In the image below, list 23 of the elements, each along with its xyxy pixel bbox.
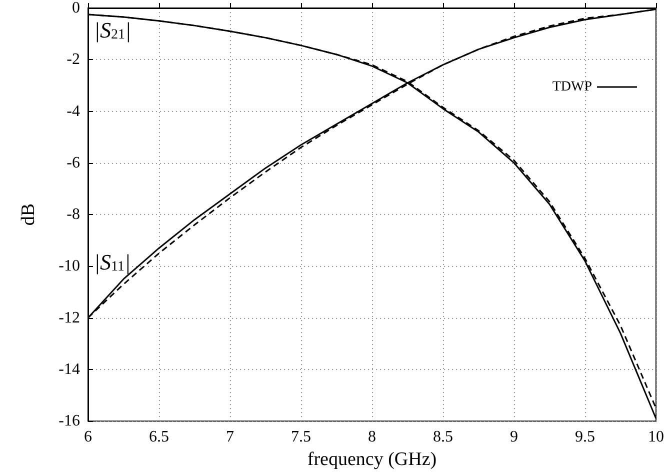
x-tick-label: 6.5 [149,428,169,446]
x-tick-label: 6 [84,428,92,446]
y-tick-label: -6 [66,154,80,172]
y-tick-label: -10 [58,258,80,275]
y-tick-label: -4 [66,102,80,120]
y-tick-label: -14 [58,360,80,378]
x-tick-label: 7.5 [291,428,311,446]
x-tick-label: 9.5 [575,428,595,446]
x-tick-label: 8 [368,428,376,446]
legend-label: TDWP [552,80,592,94]
y-tick-label: -12 [58,309,80,326]
y-tick-label: 0 [72,0,80,16]
y-axis-title: dB [18,203,39,226]
annotation: |S21| [94,18,132,42]
x-tick-label: 7 [226,428,234,446]
y-tick-label: -16 [58,412,80,430]
x-axis-title: frequency (GHz) [307,449,437,470]
annotation: |S11| [94,250,131,274]
y-tick-label: -8 [66,206,80,224]
x-tick-label: 9 [510,428,518,446]
x-tick-label: 10 [648,428,664,446]
x-tick-label: 8.5 [433,428,453,446]
y-tick-label: -2 [66,51,80,68]
